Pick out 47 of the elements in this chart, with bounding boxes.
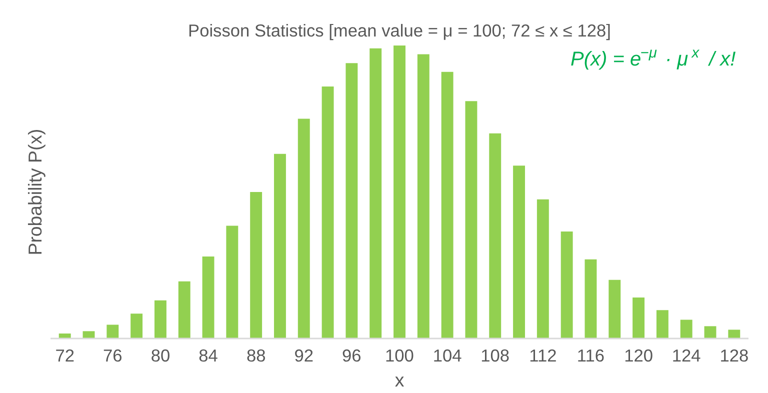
x-tick-label: 76 (103, 346, 122, 366)
bar (106, 324, 119, 338)
bar (704, 326, 716, 338)
bar (82, 331, 95, 338)
x-tick-label: 116 (576, 346, 605, 366)
bar (130, 314, 143, 338)
bar (346, 63, 358, 338)
x-tick-label: 120 (624, 346, 654, 366)
bar (513, 166, 525, 338)
x-tick-label: 92 (294, 346, 314, 366)
x-tick-label: 80 (150, 346, 170, 366)
bar (58, 334, 71, 338)
bar (656, 310, 668, 338)
x-tick-label: 88 (246, 346, 266, 366)
bar (322, 86, 334, 338)
bar (536, 199, 549, 338)
bar (202, 256, 214, 338)
bar (489, 133, 502, 338)
bar (632, 297, 645, 338)
bar (394, 46, 406, 338)
bar (250, 192, 262, 338)
x-tick-label: 112 (529, 346, 557, 366)
bar (274, 154, 286, 338)
y-axis-title: Probability P(x) (24, 128, 46, 256)
chart-title: Poisson Statistics [mean value = μ = 100; 72 ≤ x ≤ 128] (188, 20, 611, 40)
x-tick-label: 96 (342, 346, 362, 366)
x-tick-label: 108 (480, 346, 510, 366)
x-axis-title: x (394, 370, 405, 390)
x-tick-label: 128 (720, 346, 749, 366)
x-tick-label: 104 (432, 346, 462, 366)
bar (728, 330, 740, 338)
x-tick-label: 100 (385, 346, 414, 366)
bar (370, 48, 382, 338)
bar (154, 300, 166, 338)
bar (608, 280, 621, 338)
bar (178, 281, 190, 338)
bar (226, 226, 238, 338)
x-tick-label: 72 (55, 346, 74, 366)
bar (584, 259, 597, 338)
bar (417, 54, 430, 338)
bar (465, 101, 478, 338)
bar (298, 118, 310, 338)
bar (680, 320, 692, 338)
x-tick-label: 84 (198, 346, 218, 366)
bar (441, 72, 454, 338)
bar (560, 232, 573, 338)
x-tick-label: 124 (672, 346, 702, 366)
